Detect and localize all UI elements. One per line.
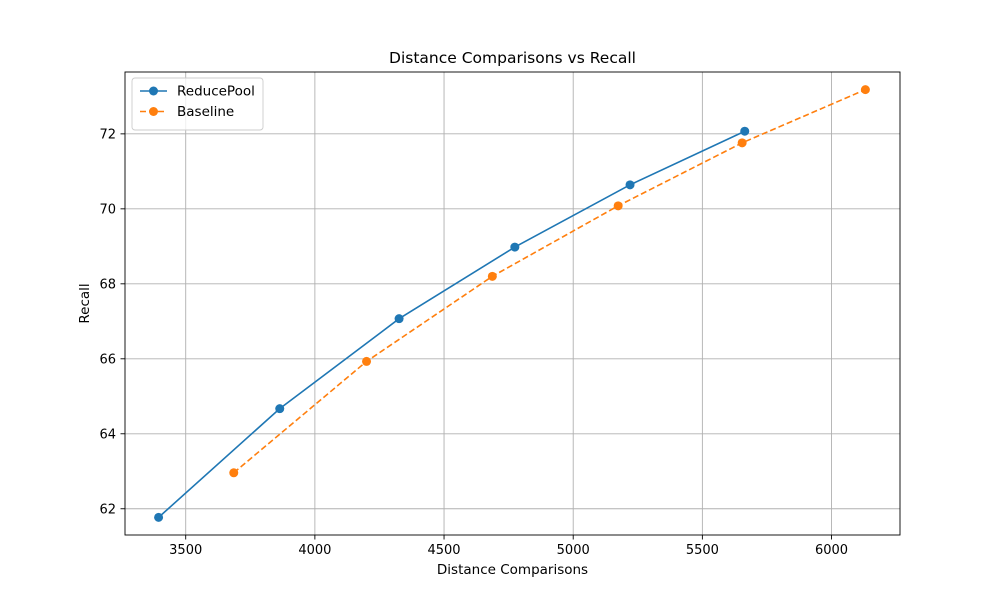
data-point [737,138,747,148]
legend-marker [149,86,158,96]
data-point [510,242,520,252]
series-line [158,130,746,518]
y-tick-label: 66 [99,352,116,367]
x-tick-label: 4000 [298,543,331,558]
axis-ticks: 3500 4000 4500 5000 5500 6000 62 64 66 68 70 72 [99,127,848,558]
y-tick-label: 72 [99,127,116,142]
data-point [487,271,497,281]
x-tick-label: 5000 [557,543,590,558]
y-tick-label: 68 [99,277,116,292]
x-tick-label: 3500 [169,543,202,558]
data-point [613,201,623,211]
legend-entry-label: ReducePool [177,84,255,100]
series-line [233,88,866,474]
legend-entry-label: Baseline [177,104,234,120]
data-point [154,512,164,522]
y-tick-label: 64 [99,427,116,442]
y-axis-label: Recall [77,283,93,323]
series-layer [154,85,870,522]
x-axis-label: Distance Comparisons [437,562,588,578]
data-point [362,356,372,366]
grid-lines [125,72,900,535]
x-tick-label: 6000 [815,543,848,558]
data-point [740,126,750,136]
data-point [625,180,635,190]
y-tick-label: 62 [99,502,116,517]
legend-marker [149,107,158,116]
data-point [229,468,239,478]
plot-frame [124,71,901,536]
y-tick-label: 70 [99,202,116,217]
x-tick-label: 5500 [686,543,719,558]
data-point [275,404,285,414]
series-baseline [229,85,870,478]
data-point [860,85,870,95]
x-tick-label: 4500 [427,543,460,558]
series-reducepool [154,126,750,522]
data-point [394,314,404,324]
chart-title: Distance Comparisons vs Recall [389,49,636,67]
legend: ReducePool Baseline [131,77,264,131]
